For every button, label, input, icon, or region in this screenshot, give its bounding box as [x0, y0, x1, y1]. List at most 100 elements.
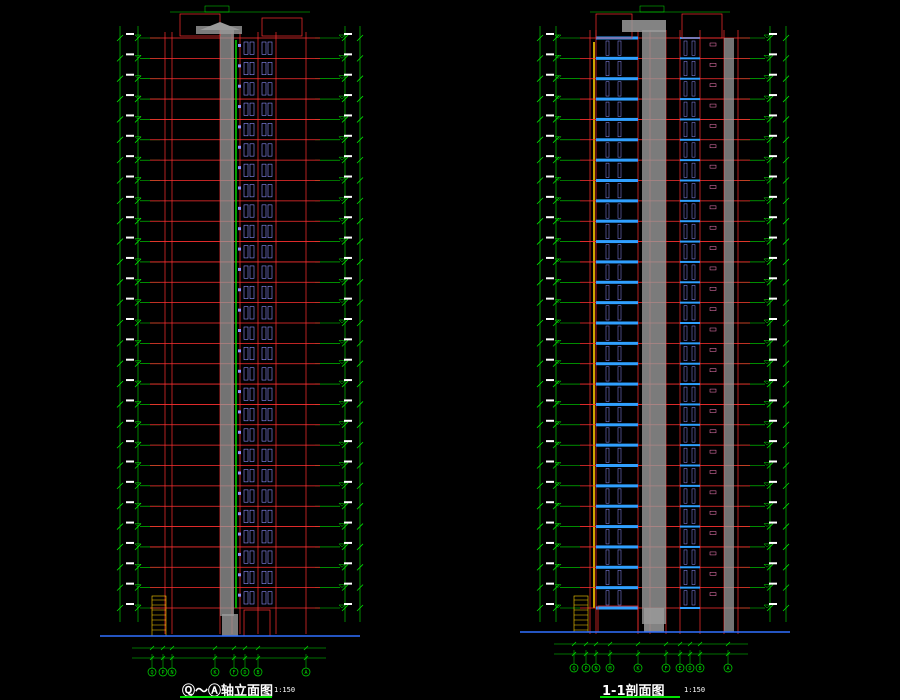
level-marker-icon [763, 136, 771, 141]
dimension-tick [782, 564, 790, 571]
dimension-tick [766, 55, 774, 62]
door [683, 407, 688, 423]
window [709, 124, 717, 128]
door [691, 40, 696, 56]
level-marker-icon [338, 604, 346, 609]
dimension-tick [303, 645, 309, 651]
dimension-tick [341, 238, 349, 245]
level-text-mark [344, 134, 352, 137]
dimension-tick [536, 523, 544, 530]
level-marker-icon [338, 462, 346, 466]
level-text-mark [769, 440, 777, 443]
level-text-mark [126, 562, 134, 565]
floor-slab [680, 220, 700, 223]
level-marker-icon [134, 564, 142, 568]
floor-slab [680, 484, 700, 487]
window [243, 102, 249, 116]
level-text-mark [546, 460, 554, 463]
door [605, 285, 610, 300]
dimension-tick [782, 136, 790, 144]
level-marker-icon [338, 197, 346, 202]
level-text-mark [769, 541, 777, 544]
level-text-mark [546, 399, 554, 402]
dimension-tick [341, 34, 349, 42]
dimension-tick [116, 523, 124, 530]
dimension-tick [552, 34, 560, 42]
window [267, 41, 273, 55]
dimension-tick [116, 380, 124, 388]
dimension-tick [536, 340, 544, 347]
dimension-tick [782, 217, 790, 225]
dimension-tick [356, 156, 364, 164]
level-marker-icon [554, 502, 562, 507]
dimension-tick [536, 482, 544, 490]
dimension-tick [766, 502, 774, 510]
floor-slab [680, 260, 700, 263]
window [261, 224, 267, 238]
dimension-tick [552, 340, 560, 347]
floor-slab [680, 118, 700, 121]
level-text-mark [126, 399, 134, 402]
dimension-tick [552, 319, 560, 327]
window [249, 448, 255, 462]
window [267, 570, 273, 584]
level-marker-icon [554, 584, 562, 588]
dimension-tick [766, 217, 774, 225]
window [249, 591, 255, 605]
door [691, 549, 696, 565]
dimension-tick [341, 55, 349, 62]
level-marker-icon [134, 177, 142, 181]
axis-label: N [170, 670, 173, 676]
floor-slab [596, 464, 638, 467]
window [267, 469, 273, 483]
door [683, 244, 688, 260]
axis-label: N [594, 666, 597, 672]
level-marker-icon [554, 258, 562, 263]
floor-slab [596, 240, 638, 244]
dimension-tick [536, 116, 544, 123]
level-marker-icon [554, 523, 562, 527]
level-text-mark [769, 33, 777, 35]
door [605, 122, 610, 138]
window [243, 184, 249, 198]
dimension-tick [341, 380, 349, 388]
floor-slab [680, 179, 700, 182]
window [243, 82, 249, 96]
door [617, 142, 622, 158]
door [683, 285, 688, 300]
level-text-mark [344, 541, 352, 544]
window [249, 265, 255, 279]
window [709, 449, 717, 454]
window [261, 204, 267, 218]
dimension-tick [341, 95, 349, 103]
floor-slab [596, 280, 638, 284]
dimension-tick [766, 156, 774, 164]
dimension-tick [766, 116, 774, 123]
floor-slab [596, 179, 638, 182]
door [617, 488, 622, 504]
dimension-tick [356, 34, 364, 42]
dimension-tick [231, 645, 237, 651]
door [605, 366, 610, 382]
window [243, 245, 249, 259]
level-marker-icon [134, 279, 142, 283]
level-text-mark [126, 358, 134, 361]
level-text-mark [546, 195, 554, 198]
level-text-mark [546, 256, 554, 259]
window [709, 572, 717, 576]
dimension-tick [766, 584, 774, 591]
window [267, 143, 273, 157]
door [691, 529, 696, 545]
section-scale: 1:150 [684, 686, 706, 694]
level-text-mark [126, 155, 134, 158]
window [249, 326, 255, 340]
window [709, 307, 717, 311]
axis-label: B [256, 670, 259, 676]
level-text-mark [546, 440, 554, 443]
level-marker-icon [554, 360, 562, 365]
window [261, 550, 267, 564]
dimension-tick [635, 641, 641, 647]
dimension-tick [536, 543, 544, 551]
level-marker-icon [763, 482, 771, 487]
